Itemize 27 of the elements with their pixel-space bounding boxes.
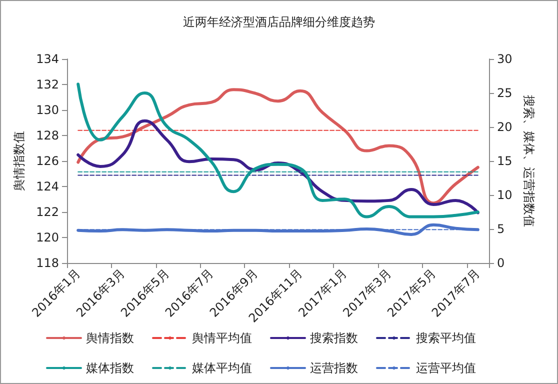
chart-title: 近两年经济型酒店品牌细分维度趋势 [183,15,375,29]
y2-tick-label: 10 [497,188,512,202]
y-tick-label: 134 [36,52,59,66]
y2-tick-label: 25 [497,86,512,100]
y-tick-label: 120 [36,230,59,244]
y-tick-label: 132 [36,78,59,92]
y-tick-label: 130 [36,103,59,117]
y-tick-label: 128 [36,128,59,142]
y-tick-label: 122 [36,205,59,219]
y2-tick-label: 20 [497,120,512,134]
y-tick-label: 126 [36,154,59,168]
legend-label: 媒体平均值 [192,361,252,375]
legend-label: 运营指数 [310,361,358,375]
legend-label: 舆情指数 [86,331,134,345]
legend-label: 舆情平均值 [192,331,252,345]
y-axis-title: 舆情指数值 [12,131,26,191]
y2-tick-label: 0 [497,256,505,270]
y-tick-label: 124 [36,180,59,194]
y2-tick-label: 15 [497,154,512,168]
legend-label: 搜索指数 [310,331,358,345]
legend-label: 媒体指数 [86,361,134,375]
y2-tick-label: 30 [497,52,512,66]
legend-label: 运营平均值 [416,361,476,375]
y2-tick-label: 5 [497,222,505,236]
y-tick-label: 118 [36,256,59,270]
y2-axis-title: 搜索、媒体、运营指数值 [522,95,536,227]
legend-label: 搜索平均值 [416,331,476,345]
